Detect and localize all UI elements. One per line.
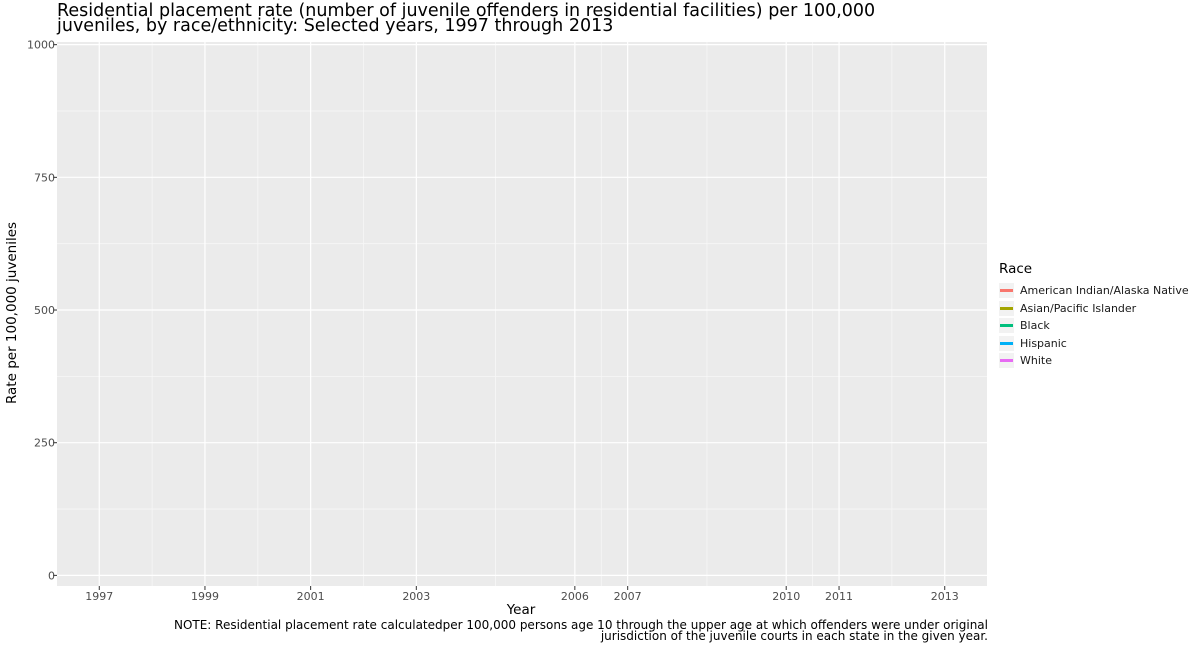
x-tick-label: 2003 xyxy=(402,590,430,603)
chart-title-line-1: Residential placement rate (number of ju… xyxy=(57,1,876,21)
note-line-2: jurisdiction of the juvenile courts in e… xyxy=(600,629,988,643)
major-gridlines xyxy=(57,42,987,586)
legend-key xyxy=(999,335,1014,351)
legend-item: American Indian/Alaska Native xyxy=(999,282,1189,300)
legend-item: White xyxy=(999,352,1189,370)
x-tick-label: 1999 xyxy=(191,590,219,603)
legend-label: American Indian/Alaska Native xyxy=(1020,284,1189,298)
legend-title: Race xyxy=(999,261,1033,277)
plot-panel xyxy=(57,42,987,586)
note-line-1: NOTE: Residential placement rate calcula… xyxy=(173,618,988,632)
x-tick-label: 2007 xyxy=(614,590,642,603)
y-tick-label: 0 xyxy=(48,569,55,582)
y-axis-label: Rate per 100,000 juveniles xyxy=(4,222,20,404)
y-tick-label: 1000 xyxy=(27,39,55,52)
x-tick-label: 2006 xyxy=(561,590,589,603)
legend-key xyxy=(999,353,1014,369)
legend-label: Black xyxy=(1020,319,1050,333)
x-tick-label: 1997 xyxy=(85,590,113,603)
axis-ticks xyxy=(53,44,946,590)
y-tick-label: 500 xyxy=(34,304,55,317)
legend-item: Asian/Pacific Islander xyxy=(999,300,1189,318)
legend-item: Black xyxy=(999,317,1189,335)
legend: Race American Indian/Alaska Native Asian… xyxy=(999,261,1189,370)
legend-key xyxy=(999,300,1014,316)
legend-label: Asian/Pacific Islander xyxy=(1020,301,1137,315)
x-tick-label: 2013 xyxy=(931,590,959,603)
y-tick-label: 250 xyxy=(34,437,55,450)
legend-key xyxy=(999,318,1014,334)
x-tick-label: 2011 xyxy=(825,590,853,603)
x-tick-label: 2010 xyxy=(772,590,800,603)
legend-label: White xyxy=(1020,354,1052,368)
minor-gridlines xyxy=(57,42,987,586)
x-tick-label: 2001 xyxy=(297,590,325,603)
legend-item: Hispanic xyxy=(999,335,1189,353)
legend-key xyxy=(999,283,1014,299)
y-tick-label: 750 xyxy=(34,171,55,184)
tick-labels: 1997 1999 2001 2003 2006 2007 2010 2011 2013 0 250… xyxy=(27,39,959,603)
legend-label: Hispanic xyxy=(1020,336,1067,350)
chart-title-line-2: juveniles, by race/ethnicity: Selected y… xyxy=(57,16,614,36)
x-axis-label: Year xyxy=(506,602,536,618)
